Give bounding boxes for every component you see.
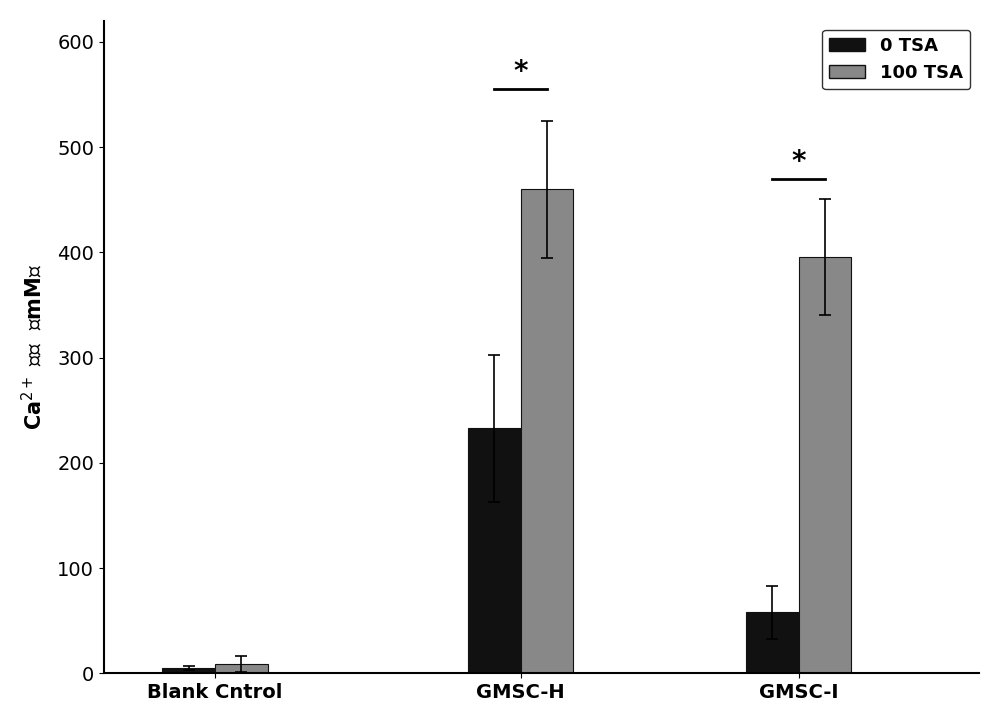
Text: *: * [513,58,528,86]
Legend: 0 TSA, 100 TSA: 0 TSA, 100 TSA [822,30,970,90]
Bar [521,189,573,673]
Bar [746,612,799,673]
Y-axis label: Ca$^{2+}$ 浓度  （mM）: Ca$^{2+}$ 浓度 （mM） [21,264,46,430]
Bar [215,664,268,673]
Bar [468,428,521,673]
Bar [162,668,215,673]
Text: *: * [791,147,806,176]
Bar [799,257,851,673]
